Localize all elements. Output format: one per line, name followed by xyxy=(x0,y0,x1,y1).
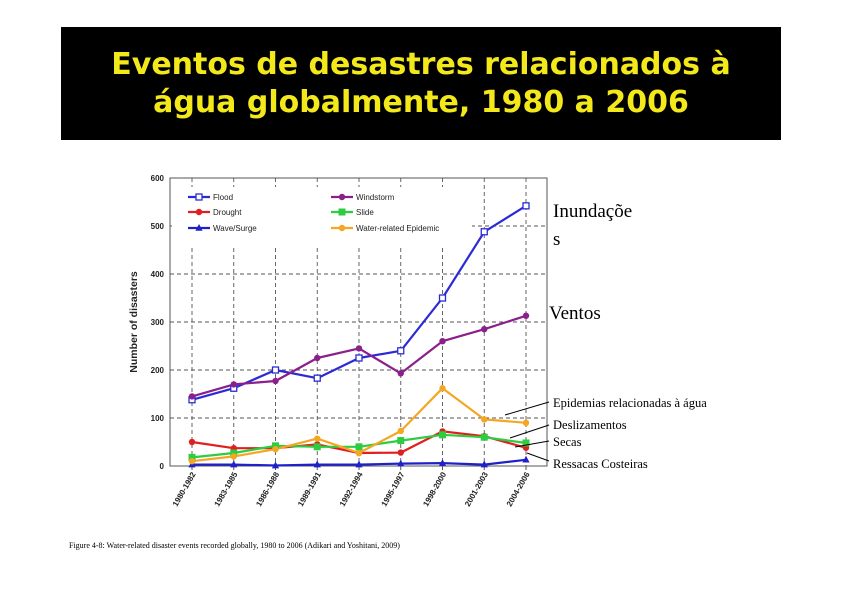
legend-label: Slide xyxy=(356,208,374,217)
annotation-epidemic: Epidemias relacionadas à água xyxy=(553,396,707,410)
x-tick-label: 1983-1985 xyxy=(213,470,240,508)
data-point-flood xyxy=(355,354,363,362)
data-point-slide xyxy=(397,437,405,445)
pointer-slide xyxy=(509,424,550,439)
legend-label: Drought xyxy=(213,208,242,217)
annotation-flood-cont: s xyxy=(553,229,560,250)
legend-label: Water-related Epidemic xyxy=(356,224,439,233)
x-tick-label: 1998-2000 xyxy=(421,470,448,508)
page-title-line-1: Eventos de desastres relacionados à xyxy=(111,46,731,82)
data-point-windstorm xyxy=(338,193,346,201)
data-point-drought xyxy=(195,208,203,216)
page-title-line-2: água globalmente, 1980 a 2006 xyxy=(153,84,689,120)
data-point-windstorm xyxy=(314,354,321,362)
data-point-wave-surge xyxy=(271,461,280,469)
pointer-wave xyxy=(526,452,550,462)
data-point-slide xyxy=(480,433,488,441)
y-tick-label: 0 xyxy=(160,462,165,471)
data-point-water-related-epidemic xyxy=(439,385,446,392)
data-point-slide xyxy=(439,431,446,439)
data-point-water-related-epidemic xyxy=(397,427,404,435)
data-point-wave-surge xyxy=(522,455,530,463)
data-point-wave-surge xyxy=(438,459,447,466)
data-point-wave-surge xyxy=(230,460,238,468)
x-tick-label: 1992-1994 xyxy=(338,470,365,508)
figure-caption: Figure 4-8: Water-related disaster event… xyxy=(69,541,400,550)
data-point-slide xyxy=(338,208,346,216)
data-point-water-related-epidemic xyxy=(188,458,196,465)
annotation-flood: Inundaçõe xyxy=(553,201,632,222)
data-point-wave-surge xyxy=(195,224,203,231)
x-tick-label: 1980-1982 xyxy=(171,470,198,508)
data-point-windstorm xyxy=(439,338,446,345)
data-point-flood xyxy=(313,374,321,382)
annotation-slide: Deslizamentos xyxy=(553,418,627,432)
data-point-water-related-epidemic xyxy=(230,453,237,460)
legend-label: Flood xyxy=(213,193,233,202)
data-point-wave-surge xyxy=(480,460,488,468)
data-point-water-related-epidemic xyxy=(272,446,279,453)
data-point-water-related-epidemic xyxy=(481,416,488,423)
data-point-water-related-epidemic xyxy=(314,435,321,442)
y-tick-label: 600 xyxy=(151,174,165,183)
x-tick-label: 2004-2006 xyxy=(505,470,532,508)
data-point-flood xyxy=(271,366,280,374)
data-point-slide xyxy=(313,443,321,451)
data-point-flood xyxy=(195,193,203,201)
x-tick-label: 1995-1997 xyxy=(380,470,407,508)
data-point-drought xyxy=(188,438,196,446)
data-point-flood xyxy=(438,294,447,302)
data-point-flood xyxy=(397,347,405,355)
annotation-windstorm: Ventos xyxy=(549,303,601,324)
data-point-wave-surge xyxy=(313,460,321,468)
x-tick-label: 1989-1991 xyxy=(296,470,323,508)
annotation-drought: Secas xyxy=(553,435,582,449)
data-point-wave-surge xyxy=(355,460,363,468)
legend-label: Wave/Surge xyxy=(213,224,257,233)
y-tick-label: 400 xyxy=(151,270,165,279)
data-point-windstorm xyxy=(481,326,488,333)
data-point-wave-surge xyxy=(397,459,405,467)
data-point-water-related-epidemic xyxy=(338,224,346,232)
title-banner: Eventos de desastres relacionados à água… xyxy=(61,27,781,140)
data-point-windstorm xyxy=(188,393,196,400)
x-tick-label: 2001-2003 xyxy=(463,470,490,508)
data-point-slide xyxy=(522,439,530,447)
y-tick-label: 500 xyxy=(151,222,165,231)
data-point-slide xyxy=(355,443,363,451)
data-point-flood xyxy=(480,228,488,236)
data-point-water-related-epidemic xyxy=(522,419,530,426)
y-axis-label: Number of disasters xyxy=(128,271,140,373)
data-point-windstorm xyxy=(230,381,237,388)
data-point-drought xyxy=(397,449,404,456)
legend-label: Windstorm xyxy=(356,193,395,202)
data-point-windstorm xyxy=(522,312,530,319)
y-tick-label: 300 xyxy=(151,318,165,327)
data-point-windstorm xyxy=(272,377,279,385)
y-tick-label: 100 xyxy=(151,414,165,423)
pointer-epidemic xyxy=(504,401,550,416)
data-point-flood xyxy=(522,202,530,210)
data-point-windstorm xyxy=(397,370,404,377)
data-point-water-related-epidemic xyxy=(355,449,363,457)
x-tick-label: 1986-1988 xyxy=(254,470,281,508)
pointer-drought xyxy=(514,440,550,448)
data-point-windstorm xyxy=(355,345,363,352)
legend-box xyxy=(172,187,472,247)
annotation-wave: Ressacas Costeiras xyxy=(553,457,648,471)
y-tick-label: 200 xyxy=(151,366,165,375)
